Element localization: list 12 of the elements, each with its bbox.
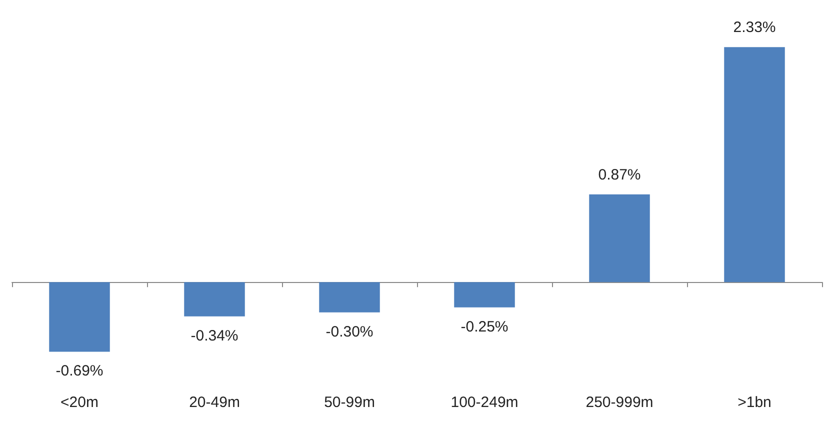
data-label: -0.34%	[190, 327, 238, 344]
x-tick-label: 100-249m	[450, 394, 518, 411]
x-tick-label: >1bn	[738, 394, 772, 411]
x-tick-label: 50-99m	[324, 394, 375, 411]
data-label: -0.30%	[326, 323, 374, 340]
data-label: -0.69%	[56, 362, 104, 380]
data-label: 2.33%	[733, 19, 776, 36]
data-label: 0.87%	[598, 166, 641, 184]
x-tick-label: 250-999m	[586, 394, 654, 411]
x-tick-label: 20-49m	[189, 394, 240, 411]
data-label: -0.25%	[460, 318, 508, 336]
x-tick-label: <20m	[60, 394, 98, 411]
